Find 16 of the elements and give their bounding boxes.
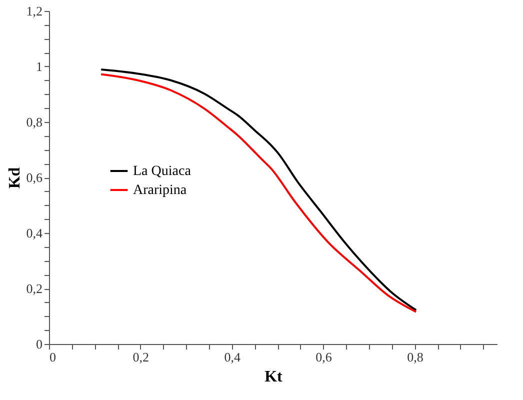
legend-label: Araripina: [133, 183, 188, 198]
legend-label: La Quiaca: [133, 164, 192, 179]
x-tick-label: 0,4: [224, 350, 241, 364]
x-tick-label: 0: [50, 350, 56, 364]
y-tick-label: 0: [36, 336, 42, 352]
y-tick-label: 0,2: [26, 281, 42, 296]
x-tick-label: 0,8: [407, 350, 424, 364]
y-tick-label: 1,2: [26, 4, 42, 18]
y-axis-title: Kd: [6, 167, 24, 189]
y-tick-label: 0,6: [26, 170, 43, 185]
y-tick-label: 0,8: [26, 114, 42, 130]
y-tick-label: 0,4: [26, 226, 43, 240]
y-tick-label: 1: [36, 59, 42, 74]
x-axis-title: Kt: [264, 368, 284, 386]
x-tick-label: 0,2: [132, 350, 150, 364]
x-tick-label: 0,6: [316, 350, 332, 364]
